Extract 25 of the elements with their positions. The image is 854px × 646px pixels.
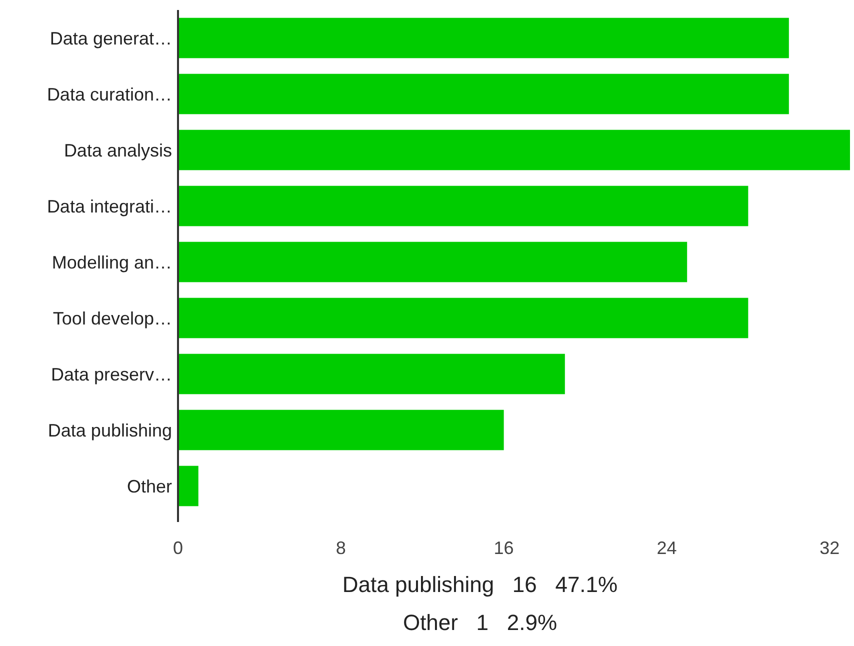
y-tick-label: Data analysis — [64, 140, 172, 160]
bar — [178, 298, 748, 338]
y-tick-label: Data curation… — [46, 84, 172, 104]
x-tick-label: 24 — [656, 538, 677, 558]
x-tick-label: 16 — [494, 538, 514, 558]
bar — [178, 354, 565, 394]
bar — [178, 242, 688, 282]
bar — [178, 74, 789, 114]
x-tick-label: 8 — [336, 538, 346, 558]
bar — [178, 466, 198, 506]
bar — [178, 410, 504, 450]
y-tick-label: Other — [126, 476, 172, 496]
x-tick-label: 0 — [172, 538, 184, 558]
bar — [178, 18, 789, 58]
y-tick-label: Modelling an… — [52, 252, 172, 272]
y-tick-label: Data integrati… — [46, 196, 172, 216]
y-tick-label: Data publishing — [48, 420, 172, 440]
text: Other 1 2.9% — [402, 610, 558, 635]
y-tick-label: Data generat… — [50, 28, 172, 48]
y-tick-label: Data preserv… — [50, 364, 172, 384]
x-tick-label: 32 — [820, 538, 840, 558]
y-tick-label: Tool develop… — [52, 308, 172, 328]
bar — [178, 130, 850, 170]
bar — [178, 186, 748, 226]
text: Data publishing 16 47.1% — [342, 572, 618, 597]
